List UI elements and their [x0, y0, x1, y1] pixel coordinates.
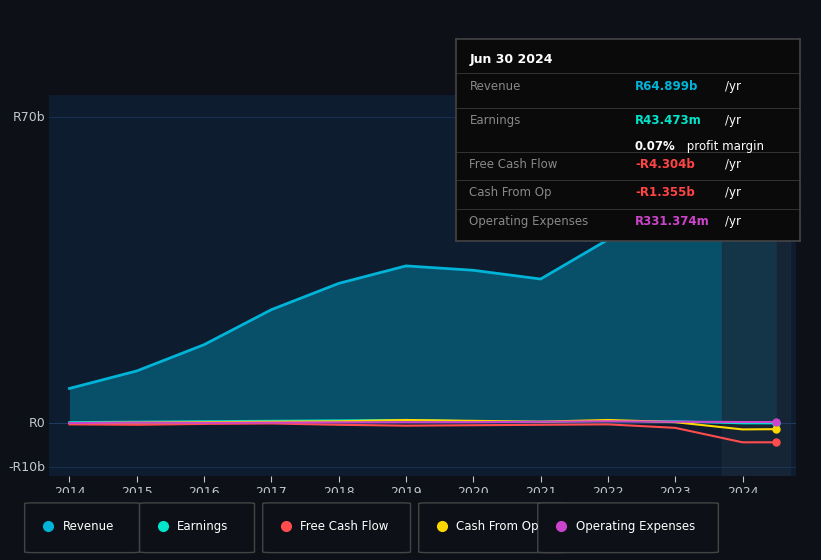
Text: -R1.355b: -R1.355b	[635, 186, 695, 199]
FancyBboxPatch shape	[140, 503, 255, 553]
Text: Earnings: Earnings	[177, 520, 229, 533]
Text: /yr: /yr	[725, 114, 741, 127]
Text: Cash From Op: Cash From Op	[456, 520, 539, 533]
Text: profit margin: profit margin	[683, 140, 764, 153]
FancyBboxPatch shape	[419, 503, 566, 553]
Text: Cash From Op: Cash From Op	[470, 186, 552, 199]
Text: /yr: /yr	[725, 158, 741, 171]
Text: Free Cash Flow: Free Cash Flow	[470, 158, 557, 171]
Text: Operating Expenses: Operating Expenses	[576, 520, 695, 533]
Text: Jun 30 2024: Jun 30 2024	[470, 53, 553, 66]
Text: R70b: R70b	[13, 110, 45, 124]
FancyBboxPatch shape	[538, 503, 718, 553]
Text: R64.899b: R64.899b	[635, 80, 699, 92]
Text: -R4.304b: -R4.304b	[635, 158, 695, 171]
FancyBboxPatch shape	[25, 503, 140, 553]
Text: 0.07%: 0.07%	[635, 140, 676, 153]
Text: R43.473m: R43.473m	[635, 114, 702, 127]
Text: R0: R0	[29, 417, 45, 430]
Text: /yr: /yr	[725, 186, 741, 199]
Text: Revenue: Revenue	[470, 80, 521, 92]
FancyBboxPatch shape	[263, 503, 410, 553]
Text: Revenue: Revenue	[62, 520, 114, 533]
Text: R331.374m: R331.374m	[635, 214, 709, 227]
Bar	[722, 95, 790, 476]
Text: Free Cash Flow: Free Cash Flow	[300, 520, 389, 533]
Text: Operating Expenses: Operating Expenses	[470, 214, 589, 227]
Text: /yr: /yr	[725, 80, 741, 92]
Text: -R10b: -R10b	[8, 461, 45, 474]
Text: /yr: /yr	[725, 214, 741, 227]
Text: Earnings: Earnings	[470, 114, 521, 127]
